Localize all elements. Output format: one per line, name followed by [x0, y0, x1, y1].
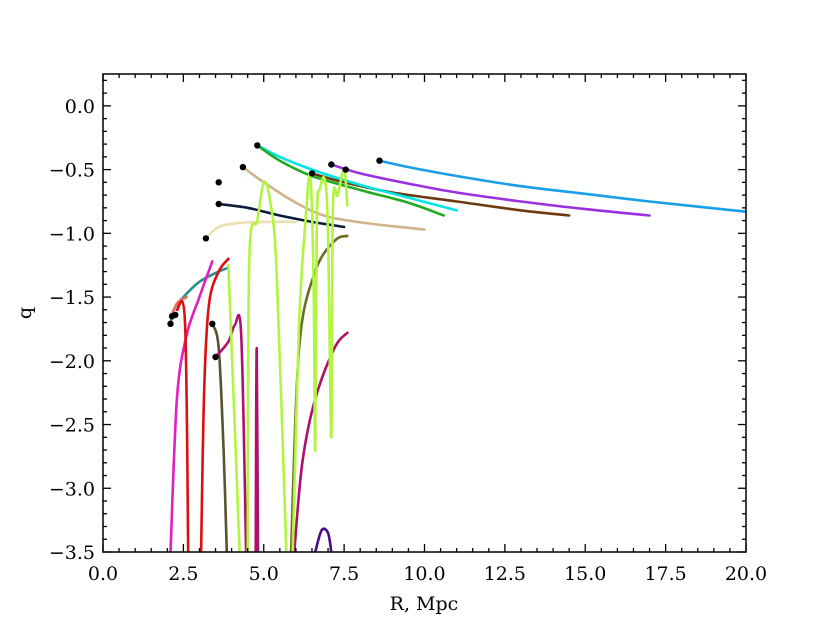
series-line-3	[256, 144, 458, 212]
x-tick-label: 12.5	[484, 563, 526, 585]
marker-layer	[167, 142, 383, 361]
start-point-marker-11	[172, 311, 179, 319]
series-line-13	[211, 322, 229, 552]
start-point-marker-0	[376, 157, 383, 164]
series-line-14	[214, 313, 248, 552]
start-point-marker-13	[212, 353, 219, 361]
x-tick-label: 17.5	[644, 563, 686, 585]
x-tick-label: 7.5	[329, 563, 359, 585]
start-point-marker-6	[215, 179, 222, 186]
x-tick-label: 15.0	[564, 563, 606, 585]
start-point-marker-1	[328, 161, 335, 168]
y-tick-label: −2.5	[49, 415, 95, 437]
series-line-4	[256, 144, 446, 217]
x-tick-label: 0.0	[88, 563, 118, 585]
series-line-1	[330, 163, 651, 217]
x-tick-label: 20.0	[725, 563, 767, 585]
start-point-marker-12	[209, 320, 216, 327]
x-tick-label: 5.0	[249, 563, 279, 585]
series-layer	[169, 144, 746, 552]
y-tick-label: −1.5	[49, 287, 95, 309]
series-line-17	[293, 331, 349, 552]
y-tick-label: 0.0	[65, 96, 95, 118]
series-line-6	[217, 202, 346, 229]
series-line-21	[291, 168, 349, 552]
series-line-16	[289, 234, 349, 552]
series-line-11	[175, 300, 190, 552]
start-point-marker-2	[342, 166, 349, 173]
x-tick-label: 2.5	[168, 563, 198, 585]
y-tick-label: −0.5	[49, 160, 95, 182]
y-tick-label: −3.5	[49, 542, 95, 564]
series-line-15	[254, 346, 260, 552]
tick-layer: 0.0 2.5 5.0 7.5 10.0 12.5 15.0 17.5 20.0 0.0 −0.5 −…	[49, 74, 767, 585]
x-tick-label: 10.0	[403, 563, 445, 585]
y-axis-label: q	[14, 307, 36, 319]
y-tick-label: −1.0	[49, 223, 95, 245]
y-tick-label: −2.0	[49, 351, 95, 373]
start-point-marker-9	[167, 320, 174, 327]
series-line-2	[310, 172, 571, 217]
series-line-0	[378, 159, 746, 213]
series-line-20	[246, 180, 288, 552]
y-tick-label: −3.0	[49, 478, 95, 500]
start-point-marker-4	[254, 142, 261, 149]
series-line-18	[313, 527, 333, 552]
start-point-marker-5	[239, 163, 247, 171]
start-point-marker-7	[215, 200, 222, 208]
series-line-19	[227, 263, 241, 552]
x-axis-label: R, Mpc	[390, 593, 459, 615]
plot-frame	[102, 73, 747, 553]
start-point-marker-3	[308, 170, 316, 177]
start-point-marker-8	[202, 235, 210, 242]
series-line-12	[199, 257, 230, 552]
series-line-10	[169, 260, 214, 552]
